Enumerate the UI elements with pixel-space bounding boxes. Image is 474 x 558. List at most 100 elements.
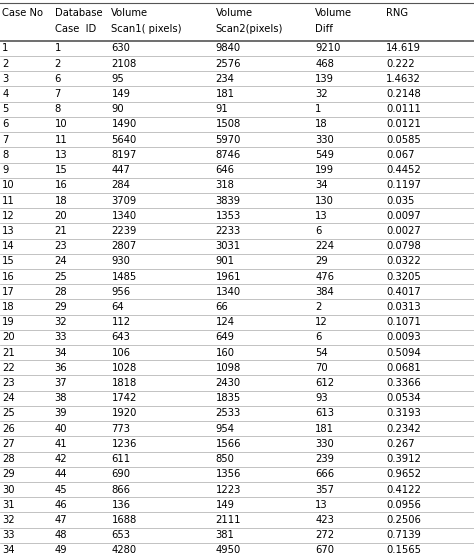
Text: 93: 93: [315, 393, 328, 403]
Text: 0.0313: 0.0313: [386, 302, 421, 312]
Text: 106: 106: [111, 348, 130, 358]
Text: 32: 32: [2, 515, 15, 525]
Text: 14.619: 14.619: [386, 44, 421, 54]
Text: 1508: 1508: [216, 119, 241, 129]
Text: 18: 18: [2, 302, 15, 312]
Text: 16: 16: [2, 272, 15, 282]
Text: 0.7139: 0.7139: [386, 530, 421, 540]
Text: 866: 866: [111, 484, 130, 494]
Text: 70: 70: [315, 363, 328, 373]
Text: 0.0027: 0.0027: [386, 226, 421, 236]
Text: 2576: 2576: [216, 59, 241, 69]
Text: 2: 2: [55, 59, 61, 69]
Text: RNG: RNG: [386, 8, 409, 18]
Text: 15: 15: [2, 256, 15, 266]
Text: 32: 32: [315, 89, 328, 99]
Text: 17: 17: [2, 287, 15, 297]
Text: 46: 46: [55, 500, 67, 510]
Text: 1688: 1688: [111, 515, 137, 525]
Text: 3839: 3839: [216, 195, 241, 205]
Text: 1353: 1353: [216, 211, 241, 221]
Text: 1818: 1818: [111, 378, 137, 388]
Text: 381: 381: [216, 530, 235, 540]
Text: 1.4632: 1.4632: [386, 74, 421, 84]
Text: 4280: 4280: [111, 545, 137, 555]
Text: 0.222: 0.222: [386, 59, 415, 69]
Text: 18: 18: [55, 195, 67, 205]
Text: 64: 64: [111, 302, 124, 312]
Text: Volume: Volume: [315, 8, 352, 18]
Text: 611: 611: [111, 454, 130, 464]
Text: 0.1565: 0.1565: [386, 545, 421, 555]
Text: 19: 19: [2, 318, 15, 327]
Text: 224: 224: [315, 241, 334, 251]
Text: 0.2342: 0.2342: [386, 424, 421, 434]
Text: 149: 149: [216, 500, 235, 510]
Text: 9210: 9210: [315, 44, 341, 54]
Text: 476: 476: [315, 272, 334, 282]
Text: 149: 149: [111, 89, 130, 99]
Text: 10: 10: [2, 180, 15, 190]
Text: 0.0097: 0.0097: [386, 211, 421, 221]
Text: 0.035: 0.035: [386, 195, 415, 205]
Text: 10: 10: [55, 119, 67, 129]
Text: 1028: 1028: [111, 363, 137, 373]
Text: 1: 1: [315, 104, 321, 114]
Text: 31: 31: [2, 500, 15, 510]
Text: 666: 666: [315, 469, 334, 479]
Text: 0.5094: 0.5094: [386, 348, 421, 358]
Text: 850: 850: [216, 454, 235, 464]
Text: 28: 28: [55, 287, 67, 297]
Text: 45: 45: [55, 484, 67, 494]
Text: 468: 468: [315, 59, 334, 69]
Text: 423: 423: [315, 515, 334, 525]
Text: 13: 13: [315, 211, 328, 221]
Text: 1340: 1340: [111, 211, 137, 221]
Text: 2111: 2111: [216, 515, 241, 525]
Text: 16: 16: [55, 180, 67, 190]
Text: 40: 40: [55, 424, 67, 434]
Text: 0.3366: 0.3366: [386, 378, 421, 388]
Text: 1223: 1223: [216, 484, 241, 494]
Text: 643: 643: [111, 333, 130, 343]
Text: 136: 136: [111, 500, 130, 510]
Text: 234: 234: [216, 74, 235, 84]
Text: 2239: 2239: [111, 226, 137, 236]
Text: 0.2506: 0.2506: [386, 515, 421, 525]
Text: 0.0585: 0.0585: [386, 134, 421, 145]
Text: 239: 239: [315, 454, 334, 464]
Text: 37: 37: [55, 378, 67, 388]
Text: 38: 38: [55, 393, 67, 403]
Text: 90: 90: [111, 104, 124, 114]
Text: 1835: 1835: [216, 393, 241, 403]
Text: 272: 272: [315, 530, 334, 540]
Text: 95: 95: [111, 74, 124, 84]
Text: 66: 66: [216, 302, 228, 312]
Text: 3: 3: [2, 74, 9, 84]
Text: 0.3193: 0.3193: [386, 408, 421, 418]
Text: Case No: Case No: [2, 8, 43, 18]
Text: 2: 2: [2, 59, 9, 69]
Text: 22: 22: [2, 363, 15, 373]
Text: 0.067: 0.067: [386, 150, 415, 160]
Text: 549: 549: [315, 150, 334, 160]
Text: 0.3205: 0.3205: [386, 272, 421, 282]
Text: 20: 20: [55, 211, 67, 221]
Text: 29: 29: [315, 256, 328, 266]
Text: 2533: 2533: [216, 408, 241, 418]
Text: 21: 21: [2, 348, 15, 358]
Text: 32: 32: [55, 318, 67, 327]
Text: 0.267: 0.267: [386, 439, 415, 449]
Text: 0.0534: 0.0534: [386, 393, 421, 403]
Text: 0.0681: 0.0681: [386, 363, 421, 373]
Text: 773: 773: [111, 424, 130, 434]
Text: 6: 6: [2, 119, 9, 129]
Text: 1920: 1920: [111, 408, 137, 418]
Text: 447: 447: [111, 165, 130, 175]
Text: 11: 11: [2, 195, 15, 205]
Text: 0.4017: 0.4017: [386, 287, 421, 297]
Text: 3709: 3709: [111, 195, 137, 205]
Text: 1356: 1356: [216, 469, 241, 479]
Text: 5: 5: [2, 104, 9, 114]
Text: 181: 181: [216, 89, 235, 99]
